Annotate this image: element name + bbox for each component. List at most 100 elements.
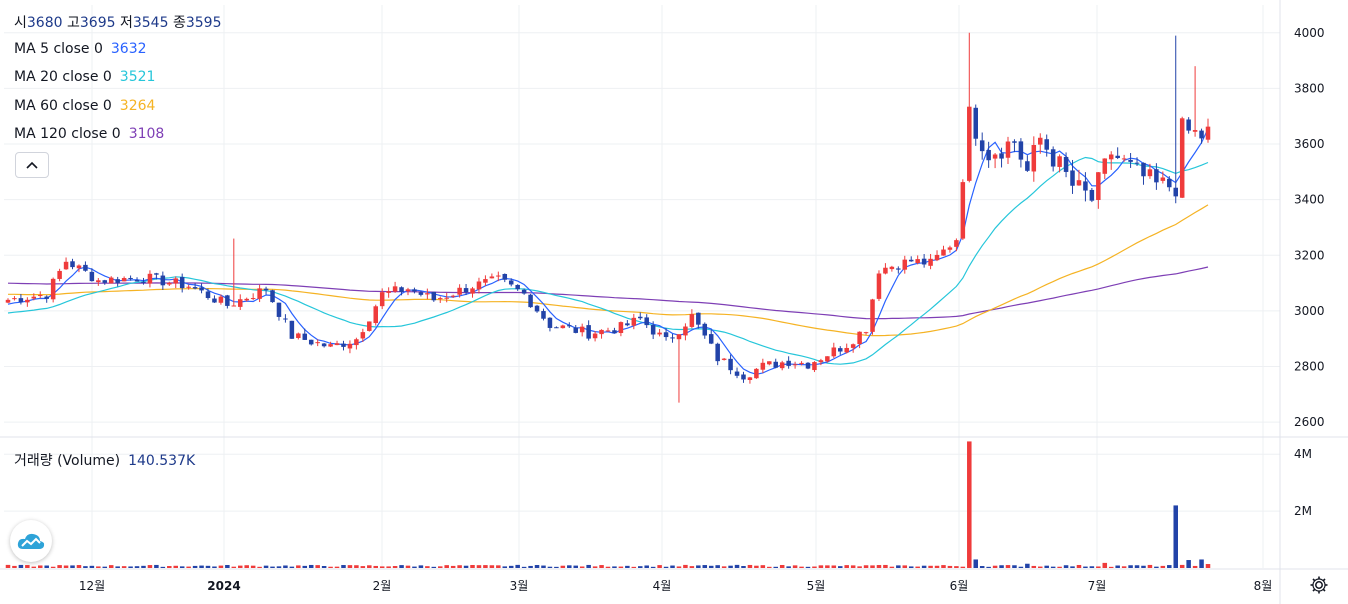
ma20-line bbox=[7, 156, 1209, 365]
volume-bar bbox=[825, 565, 830, 568]
candle-body bbox=[1115, 155, 1120, 158]
low-value: 3545 bbox=[132, 15, 169, 31]
volume-bar bbox=[244, 565, 249, 568]
candle-body bbox=[1096, 172, 1101, 200]
candle-body bbox=[1005, 141, 1011, 158]
candle-body bbox=[1031, 144, 1037, 172]
volume-bar bbox=[283, 565, 288, 568]
time-tick-label: 4월 bbox=[653, 579, 672, 593]
collapse-legend-button[interactable] bbox=[15, 152, 49, 178]
candle-body bbox=[212, 298, 217, 303]
volume-bar bbox=[412, 566, 417, 568]
volume-bar bbox=[870, 565, 875, 568]
volume-bar bbox=[360, 566, 366, 568]
candle-body bbox=[773, 361, 778, 368]
volume-bar bbox=[1205, 564, 1211, 568]
candle-body bbox=[741, 374, 746, 380]
candle-body bbox=[392, 286, 398, 292]
volume-bar bbox=[141, 565, 146, 568]
candle-body bbox=[644, 317, 649, 326]
candle-body bbox=[1179, 118, 1185, 198]
volume-bar bbox=[438, 566, 443, 568]
candle-body bbox=[728, 358, 733, 371]
volume-bar bbox=[76, 565, 82, 568]
candle-body bbox=[328, 344, 333, 347]
volume-bar bbox=[676, 566, 682, 568]
candle-body bbox=[541, 311, 546, 319]
candle-body bbox=[425, 293, 430, 295]
volume-bar bbox=[747, 564, 753, 568]
volume-bar bbox=[1050, 566, 1056, 568]
candle-body bbox=[799, 362, 804, 364]
candle-body bbox=[715, 343, 720, 362]
candle-body bbox=[702, 323, 708, 336]
candle-body bbox=[876, 273, 882, 299]
candle-body bbox=[638, 316, 643, 319]
volume-bar bbox=[528, 565, 533, 568]
candle-body bbox=[1128, 159, 1133, 162]
candle-body bbox=[676, 334, 682, 340]
candle-body bbox=[760, 362, 766, 370]
volume-legend[interactable]: 거래량 (Volume) 140.537K bbox=[14, 450, 195, 470]
volume-bar bbox=[1038, 566, 1043, 568]
volume-bar bbox=[308, 564, 314, 568]
volume-bars bbox=[5, 441, 1211, 568]
volume-bar bbox=[1057, 566, 1062, 568]
candle-body bbox=[431, 291, 437, 301]
candle-body bbox=[612, 330, 617, 334]
volume-bar bbox=[960, 566, 966, 568]
ma20-legend[interactable]: MA 20 close 0 3521 bbox=[14, 69, 155, 85]
candle-body bbox=[347, 343, 353, 349]
volume-bar bbox=[1025, 563, 1030, 568]
high-label: 고 bbox=[66, 15, 80, 31]
candle-body bbox=[1102, 158, 1108, 174]
volume-bar bbox=[1121, 566, 1127, 568]
volume-bar bbox=[734, 564, 740, 568]
volume-bar bbox=[941, 565, 946, 568]
cloud-logo-icon[interactable] bbox=[10, 520, 52, 562]
candle-body bbox=[1108, 154, 1114, 160]
candle-body bbox=[1076, 180, 1082, 186]
ma60-legend[interactable]: MA 60 close 0 3264 bbox=[14, 98, 155, 114]
ma120-legend[interactable]: MA 120 close 0 3108 bbox=[14, 126, 164, 142]
candle-body bbox=[1057, 156, 1062, 167]
volume-bar bbox=[115, 566, 120, 568]
volume-bar bbox=[502, 566, 508, 568]
time-tick-label: 8월 bbox=[1254, 579, 1273, 593]
volume-bar bbox=[631, 566, 637, 568]
volume-bar bbox=[83, 566, 88, 568]
ma5-legend[interactable]: MA 5 close 0 3632 bbox=[14, 41, 147, 57]
volume-bar bbox=[663, 566, 669, 568]
volume-bar bbox=[883, 564, 888, 568]
volume-bar bbox=[1076, 564, 1082, 568]
candle-body bbox=[218, 296, 224, 303]
gear-icon[interactable] bbox=[1308, 574, 1330, 596]
candle-body bbox=[121, 278, 127, 282]
volume-bar bbox=[270, 566, 275, 568]
volume-bar bbox=[405, 565, 411, 568]
volume-bar bbox=[1096, 566, 1101, 568]
volume-bar bbox=[199, 565, 204, 568]
volume-bar bbox=[1018, 566, 1024, 568]
candle-body bbox=[825, 356, 830, 362]
volume-bar bbox=[347, 565, 353, 568]
volume-bar bbox=[173, 565, 178, 568]
volume-bar bbox=[257, 566, 262, 568]
candle-body bbox=[44, 296, 49, 299]
volume-bar bbox=[1012, 565, 1017, 568]
candle-body bbox=[379, 292, 385, 307]
candle-body bbox=[412, 289, 417, 292]
candle-body bbox=[625, 323, 630, 326]
volume-bar bbox=[341, 565, 346, 568]
candle-body bbox=[663, 332, 669, 338]
candle-body bbox=[63, 261, 69, 270]
candle-body bbox=[1121, 158, 1127, 160]
candle-body bbox=[1018, 141, 1024, 160]
volume-bar bbox=[889, 566, 895, 568]
volume-bar bbox=[534, 565, 540, 568]
volume-bar bbox=[644, 565, 649, 568]
candle-body bbox=[921, 258, 927, 265]
candle-body bbox=[173, 278, 178, 284]
volume-bar bbox=[167, 566, 172, 568]
